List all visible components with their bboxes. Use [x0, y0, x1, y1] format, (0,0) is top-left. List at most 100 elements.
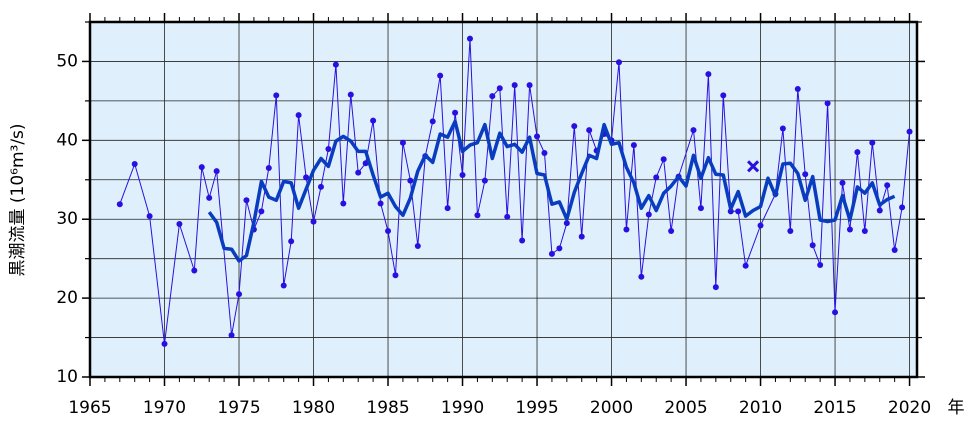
data-point — [794, 86, 801, 93]
data-point — [332, 61, 339, 68]
x-tick-label: 2020 — [888, 398, 931, 418]
x-tick-label: 1970 — [143, 398, 186, 418]
data-point — [697, 205, 704, 212]
data-point — [548, 250, 555, 257]
data-point — [288, 238, 295, 245]
data-point — [526, 82, 533, 89]
data-point — [228, 332, 235, 339]
data-point — [623, 226, 630, 233]
data-point — [176, 220, 183, 227]
data-point — [832, 309, 839, 316]
data-point — [273, 92, 280, 99]
data-point — [668, 228, 675, 235]
data-point — [474, 212, 481, 219]
data-point — [563, 220, 570, 227]
series-line — [207, 119, 896, 263]
x-tick-label: 1990 — [441, 398, 484, 418]
series-line — [119, 38, 910, 345]
data-point — [265, 164, 272, 171]
data-point — [802, 171, 809, 178]
data-point — [198, 164, 205, 171]
y-tick-label: 20 — [56, 288, 78, 308]
x-tick-label: 1995 — [515, 398, 558, 418]
data-point — [854, 149, 861, 156]
plot-background — [90, 22, 917, 377]
data-point — [735, 208, 742, 215]
data-point — [191, 267, 198, 274]
data-point — [146, 213, 153, 220]
data-point — [489, 93, 496, 100]
data-point — [653, 174, 660, 181]
data-point — [466, 35, 473, 42]
data-point — [861, 228, 868, 235]
data-point — [519, 237, 526, 244]
data-point — [571, 123, 578, 130]
x-tick-label: 1965 — [68, 398, 111, 418]
data-point — [444, 205, 451, 212]
data-point — [295, 112, 302, 119]
data-point — [385, 228, 392, 235]
x-tick-label: 2015 — [813, 398, 856, 418]
data-point — [757, 222, 764, 229]
data-point — [325, 146, 332, 153]
y-tick-label: 50 — [56, 51, 78, 71]
data-point — [705, 71, 712, 78]
data-point — [720, 92, 727, 99]
data-point — [116, 201, 123, 208]
data-point — [630, 142, 637, 149]
y-tick-label: 40 — [56, 130, 78, 150]
data-point — [317, 183, 324, 190]
data-point — [347, 91, 354, 98]
data-point — [869, 139, 876, 146]
data-point — [496, 85, 503, 92]
data-point — [452, 109, 459, 116]
x-tick-label: 2000 — [590, 398, 633, 418]
data-point — [906, 128, 913, 135]
data-point — [712, 284, 719, 291]
data-point — [459, 172, 466, 179]
y-tick-label: 10 — [56, 367, 78, 387]
data-point — [809, 242, 816, 249]
data-point — [541, 149, 548, 156]
x-tick-label: 2005 — [664, 398, 707, 418]
data-point — [280, 282, 287, 289]
data-point — [645, 211, 652, 218]
data-point — [884, 182, 891, 189]
data-point — [690, 127, 697, 134]
data-point — [161, 340, 168, 347]
data-point — [414, 243, 421, 250]
data-point — [660, 156, 667, 163]
data-point — [876, 207, 883, 214]
plot-frame — [88, 20, 919, 379]
y-tick-label: 30 — [56, 209, 78, 229]
data-point — [310, 218, 317, 225]
data-point-x — [747, 160, 760, 173]
data-point — [839, 179, 846, 186]
data-point — [742, 262, 749, 269]
data-point — [615, 59, 622, 66]
data-point — [899, 204, 906, 211]
data-point — [258, 208, 265, 215]
data-point — [787, 228, 794, 235]
y-axis-label: 黒潮流量 (10⁶m³/s) — [8, 123, 28, 276]
data-point — [131, 161, 138, 167]
data-point — [504, 213, 511, 220]
x-tick-label: 1980 — [292, 398, 335, 418]
data-point — [534, 133, 541, 140]
data-point — [370, 117, 377, 124]
data — [116, 35, 913, 347]
data-point — [399, 139, 406, 146]
x-tick-label: 2010 — [739, 398, 782, 418]
data-point — [429, 118, 436, 125]
data-point — [213, 168, 220, 175]
data-point — [556, 245, 563, 252]
data-point — [303, 174, 310, 181]
data-point — [511, 82, 518, 89]
data-point — [340, 200, 347, 207]
data-point — [586, 127, 593, 134]
data-point — [392, 272, 399, 279]
data-point — [481, 177, 488, 184]
data-point — [846, 226, 853, 233]
data-point — [206, 194, 213, 201]
